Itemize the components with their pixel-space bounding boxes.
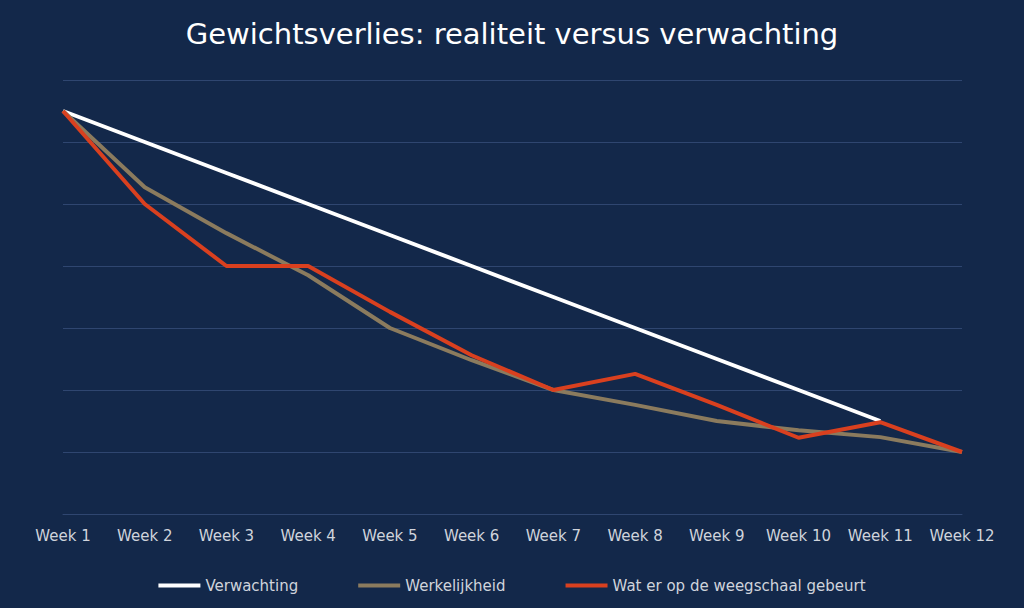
svg-text:Week 11: Week 11 bbox=[848, 527, 913, 545]
svg-text:Verwachting: Verwachting bbox=[205, 577, 298, 595]
svg-text:Werkelijkheid: Werkelijkheid bbox=[405, 577, 505, 595]
svg-text:Week 10: Week 10 bbox=[766, 527, 831, 545]
svg-text:Week 2: Week 2 bbox=[117, 527, 172, 545]
svg-text:Week 5: Week 5 bbox=[362, 527, 417, 545]
svg-text:Week 3: Week 3 bbox=[199, 527, 254, 545]
svg-text:Gewichtsverlies: realiteit ver: Gewichtsverlies: realiteit versus verwac… bbox=[186, 17, 838, 51]
svg-text:Week 1: Week 1 bbox=[35, 527, 90, 545]
svg-text:Week 9: Week 9 bbox=[689, 527, 744, 545]
svg-text:Week 12: Week 12 bbox=[930, 527, 995, 545]
svg-text:Week 8: Week 8 bbox=[607, 527, 662, 545]
svg-text:Week 6: Week 6 bbox=[444, 527, 499, 545]
svg-text:Week 7: Week 7 bbox=[526, 527, 581, 545]
svg-text:Wat er op de weegschaal gebeur: Wat er op de weegschaal gebeurt bbox=[613, 577, 866, 595]
svg-text:Week 4: Week 4 bbox=[280, 527, 335, 545]
